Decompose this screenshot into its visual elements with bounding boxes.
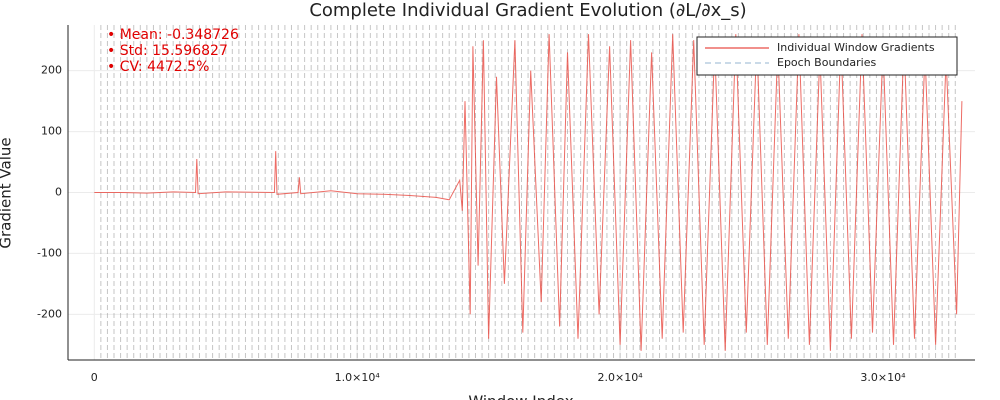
x-tick-label: 0 (91, 371, 98, 384)
x-tick-label: 3.0×10⁴ (860, 371, 906, 384)
annotation: • Std: 15.596827 (107, 43, 228, 59)
y-tick-label: -100 (37, 246, 62, 259)
legend-text: Individual Window Gradients (777, 41, 935, 54)
annotation: • CV: 4472.5% (107, 59, 209, 75)
x-axis-label: Window Index (468, 393, 573, 400)
y-tick-label: 100 (41, 125, 62, 138)
y-axis-label: Gradient Value (0, 137, 15, 248)
x-tick-label: 1.0×10⁴ (335, 371, 381, 384)
x-tick-label: 2.0×10⁴ (598, 371, 644, 384)
y-tick-label: 200 (41, 64, 62, 77)
y-tick-label: -200 (37, 307, 62, 320)
y-tick-label: 0 (55, 186, 62, 199)
legend-box (696, 36, 958, 76)
series-line (94, 34, 963, 351)
legend-text: Epoch Boundaries (777, 56, 876, 69)
annotation: • Mean: -0.348726 (107, 27, 239, 43)
chart-title: Complete Individual Gradient Evolution (… (309, 0, 746, 21)
